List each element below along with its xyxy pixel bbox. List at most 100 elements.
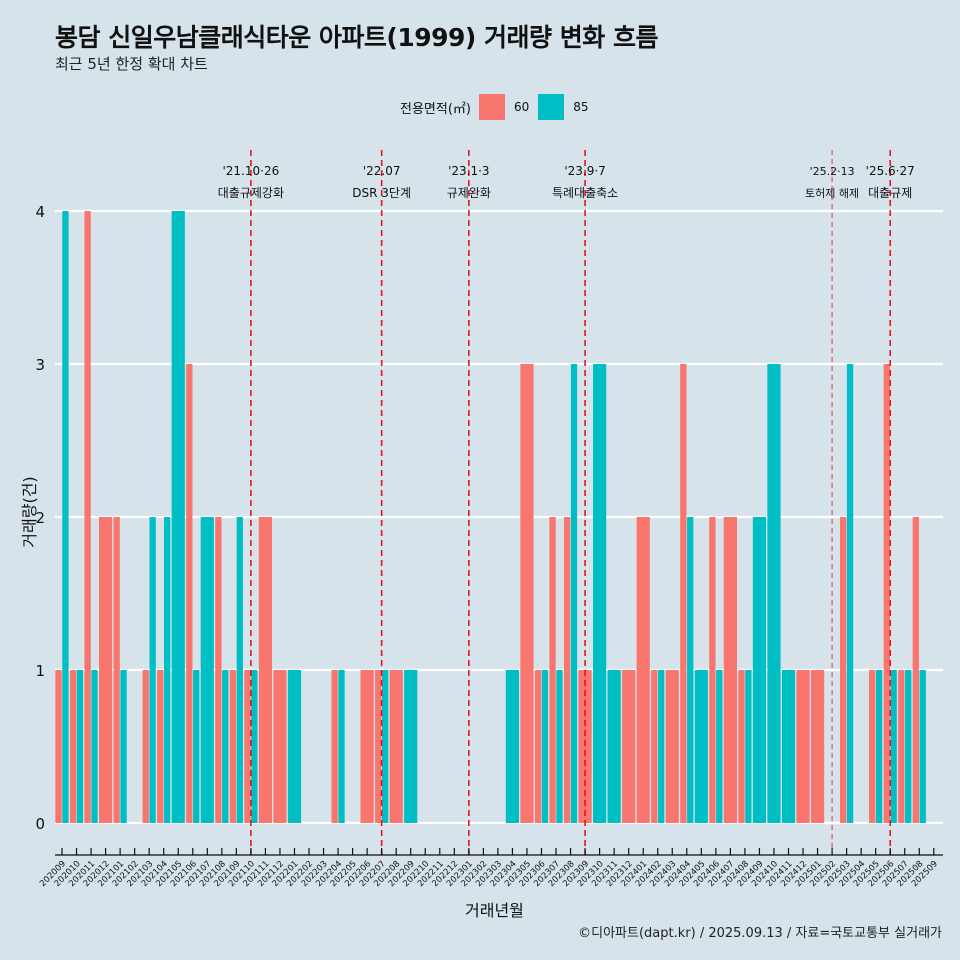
event-lines: '21.10·26 대출규제강화 '22.07 DSR 3단계 '23.1·3 규제완화 '… — [218, 150, 915, 855]
bar-85 — [149, 517, 156, 823]
event-date: '23.1·3 — [448, 164, 489, 178]
event-date: '25.6·27 — [866, 164, 915, 178]
bar-85 — [905, 670, 912, 823]
event-label: 토허제 해제 — [805, 186, 859, 200]
bar-85 — [752, 517, 767, 823]
bar-60 — [520, 364, 534, 823]
event-label: 규제완화 — [447, 186, 491, 200]
bar-85 — [541, 670, 549, 823]
bar-85 — [236, 517, 243, 823]
bar-85 — [694, 670, 708, 823]
y-tick-label: 3 — [35, 356, 45, 374]
bar-85 — [607, 670, 621, 823]
bar-60 — [84, 211, 91, 823]
bar-60 — [651, 670, 658, 823]
event-label: 대출규제 — [868, 186, 912, 200]
bar-85 — [716, 670, 723, 823]
bar-60 — [796, 670, 810, 823]
y-axis: 0 1 2 3 4 — [35, 203, 45, 833]
legend-key-60 — [478, 94, 505, 120]
bar-60 — [375, 670, 382, 823]
event-date: '21.10·26 — [223, 164, 280, 178]
event-label: DSR 3단계 — [352, 186, 411, 200]
x-axis: 2020092020102020112020122021012021022021… — [38, 848, 943, 889]
bar-85 — [875, 670, 883, 823]
legend-title: 전용면적(㎡) — [400, 101, 471, 117]
bar-60 — [738, 670, 745, 823]
bar-60 — [869, 670, 876, 823]
bar-60 — [563, 517, 571, 823]
bar-85 — [658, 670, 665, 823]
bar-85 — [890, 670, 897, 823]
bar-60 — [680, 364, 687, 823]
bar-60 — [258, 517, 273, 823]
bar-85 — [593, 364, 607, 823]
bar-60 — [244, 670, 251, 823]
bar-60 — [69, 670, 77, 823]
bar-60 — [215, 517, 222, 823]
bar-85 — [919, 670, 926, 823]
legend-label-85: 85 — [573, 100, 589, 114]
bar-60 — [389, 670, 403, 823]
x-axis-title: 거래년월 — [465, 901, 524, 920]
event-label: 대출규제강화 — [218, 186, 284, 200]
bar-85 — [251, 670, 258, 823]
bar-85 — [200, 517, 214, 823]
event-date: '25.2·13 — [810, 165, 855, 178]
legend-key-85 — [538, 94, 565, 120]
bar-60 — [912, 517, 919, 823]
bar-85 — [193, 670, 200, 823]
bar-85 — [62, 211, 69, 823]
bar-85 — [164, 517, 171, 823]
chart-title: 봉담 신일우남클래식타운 아파트(1999) 거래량 변화 흐름 — [55, 23, 658, 52]
bar-85 — [781, 670, 796, 823]
bar-60 — [98, 517, 113, 823]
bar-60 — [898, 670, 905, 823]
bar-60 — [113, 517, 120, 823]
event-date: '22.07 — [363, 164, 401, 178]
bar-60 — [360, 670, 374, 823]
bar-60 — [186, 364, 193, 823]
bar-85 — [120, 670, 127, 823]
bar-85 — [338, 670, 345, 823]
bar-60 — [840, 517, 847, 823]
bar-85 — [556, 670, 563, 823]
bar-60 — [665, 670, 679, 823]
bar-60 — [273, 670, 287, 823]
bar-60 — [883, 364, 890, 823]
bar-85 — [505, 670, 520, 823]
bar-60 — [622, 670, 636, 823]
bar-60 — [142, 670, 149, 823]
bar-85 — [846, 364, 854, 823]
bar-85 — [171, 211, 185, 823]
y-tick-label: 0 — [35, 815, 45, 833]
bar-85 — [76, 670, 84, 823]
bar-85 — [570, 364, 578, 823]
bar-60 — [810, 670, 825, 823]
bar-60 — [55, 670, 62, 823]
y-tick-label: 1 — [35, 662, 45, 680]
legend: 전용면적(㎡) 60 85 — [400, 93, 598, 121]
bar-85 — [222, 670, 229, 823]
bar-60 — [157, 670, 164, 823]
bar-60 — [636, 517, 650, 823]
bar-85 — [767, 364, 781, 823]
bar-85 — [287, 670, 302, 823]
bar-85 — [381, 670, 389, 823]
chart-subtitle: 최근 5년 한정 확대 차트 — [55, 55, 208, 73]
bar-60 — [578, 670, 592, 823]
y-tick-label: 2 — [35, 509, 45, 527]
source-caption: ©디아파트(dapt.kr) / 2025.09.13 / 자료=국토교통부 실… — [578, 926, 942, 941]
bar-60 — [549, 517, 556, 823]
bar-60 — [331, 670, 338, 823]
bar-60 — [229, 670, 237, 823]
bar-60 — [709, 517, 716, 823]
event-date: '23.9·7 — [564, 164, 605, 178]
bar-85 — [91, 670, 98, 823]
bars — [55, 211, 926, 823]
y-axis-title: 거래량(건) — [20, 476, 39, 548]
event-label: 특례대출축소 — [552, 186, 618, 200]
bar-85 — [404, 670, 418, 823]
legend-label-60: 60 — [513, 100, 530, 114]
